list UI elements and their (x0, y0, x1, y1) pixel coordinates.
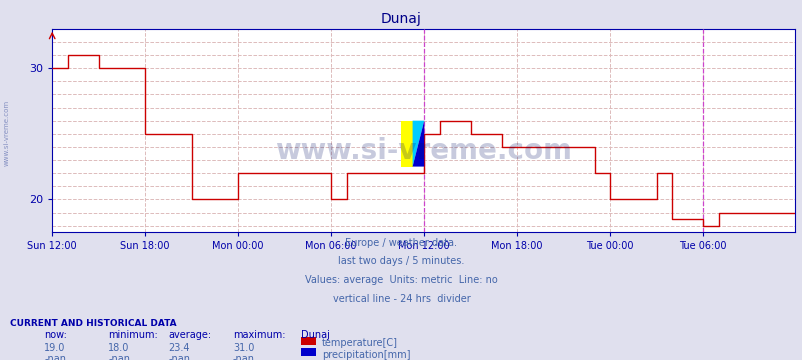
Text: -nan: -nan (168, 354, 190, 360)
Text: minimum:: minimum: (108, 330, 158, 341)
Text: -nan: -nan (108, 354, 130, 360)
Text: Europe / weather data.: Europe / weather data. (345, 238, 457, 248)
Text: Dunaj: Dunaj (301, 330, 330, 341)
Text: last two days / 5 minutes.: last two days / 5 minutes. (338, 256, 464, 266)
Text: average:: average: (168, 330, 212, 341)
Text: CURRENT AND HISTORICAL DATA: CURRENT AND HISTORICAL DATA (10, 319, 176, 328)
Text: maximum:: maximum: (233, 330, 285, 341)
Text: -nan: -nan (233, 354, 254, 360)
Bar (400, 121, 412, 167)
Text: www.si-vreme.com: www.si-vreme.com (3, 100, 9, 166)
Polygon shape (412, 121, 423, 167)
Text: Values: average  Units: metric  Line: no: Values: average Units: metric Line: no (305, 275, 497, 285)
Text: 19.0: 19.0 (44, 343, 66, 353)
Text: now:: now: (44, 330, 67, 341)
Text: 18.0: 18.0 (108, 343, 130, 353)
Text: precipitation[mm]: precipitation[mm] (322, 350, 410, 360)
Polygon shape (412, 121, 423, 167)
Text: temperature[C]: temperature[C] (322, 338, 398, 348)
Text: vertical line - 24 hrs  divider: vertical line - 24 hrs divider (332, 294, 470, 304)
Text: -nan: -nan (44, 354, 66, 360)
Text: 23.4: 23.4 (168, 343, 190, 353)
Text: 31.0: 31.0 (233, 343, 254, 353)
Text: Dunaj: Dunaj (381, 12, 421, 26)
Text: www.si-vreme.com: www.si-vreme.com (275, 137, 571, 165)
